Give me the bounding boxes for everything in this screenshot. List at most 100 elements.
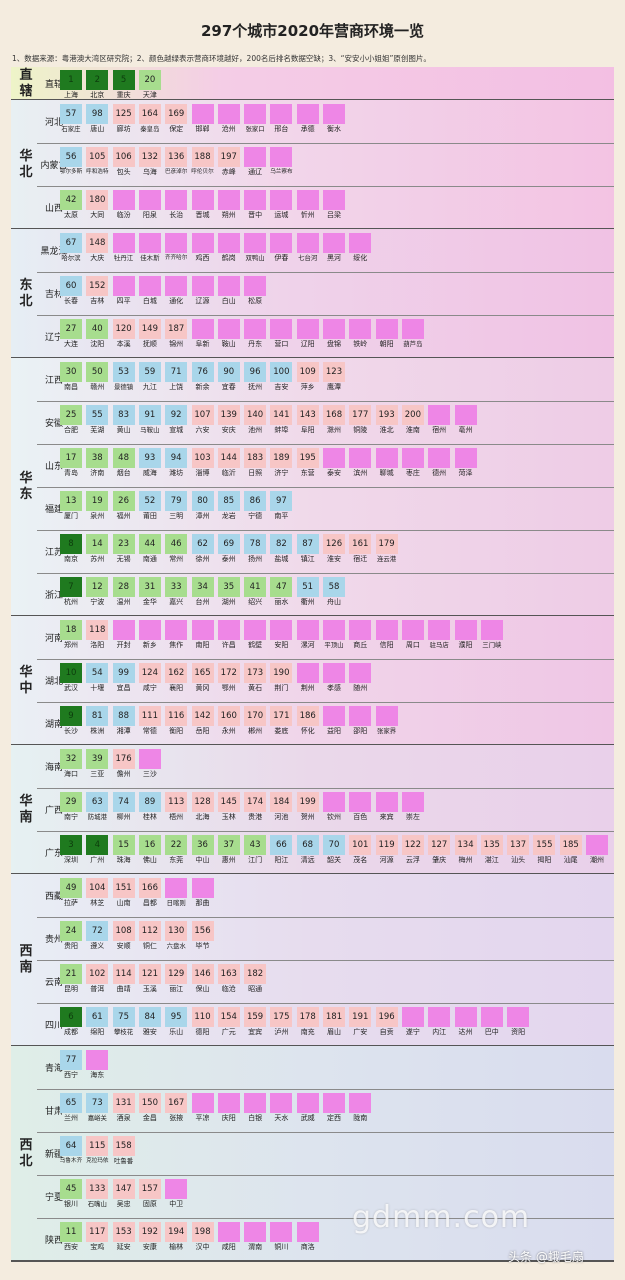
- city-cell: 铁岭: [349, 319, 372, 349]
- rank-box: 118: [86, 620, 109, 640]
- city-cell: 潮州: [586, 835, 608, 865]
- rank-box: [296, 1222, 319, 1242]
- rank-box: [349, 233, 372, 253]
- city-cell: 三沙: [138, 749, 161, 779]
- city-name: 海口: [64, 770, 78, 778]
- rank-box: 132: [138, 147, 161, 167]
- rank-box: 63: [86, 792, 109, 812]
- rank-box: [270, 190, 293, 210]
- city-cell: 113 梧州: [165, 792, 188, 822]
- rank-box: 107: [191, 405, 214, 425]
- city-cell: 商洛: [296, 1222, 319, 1252]
- city-name: 绵阳: [90, 1028, 105, 1036]
- city-cell: 107 六安: [191, 405, 214, 435]
- city-cell: 81 株洲: [86, 706, 109, 736]
- rank-box: 142: [191, 706, 214, 726]
- city-cell: 116 衡阳: [165, 706, 188, 736]
- rank-box: 1: [60, 70, 82, 90]
- city-name: 淄博: [195, 469, 210, 477]
- city-name: 黄冈: [195, 684, 210, 692]
- rank-box: 114: [112, 964, 135, 984]
- rank-box: [296, 233, 319, 253]
- rank-box: [349, 706, 372, 726]
- rank-box: 117: [86, 1222, 109, 1242]
- city-cell: 125 廊坊: [112, 104, 135, 134]
- rank-box: [244, 276, 267, 296]
- city-name: 克拉玛依: [86, 1158, 109, 1164]
- rank-box: 74: [112, 792, 135, 812]
- city-cell: 39 三亚: [86, 749, 109, 779]
- city-name: 焦作: [169, 641, 184, 649]
- city-name: 昭通: [248, 985, 263, 993]
- rank-box: 176: [112, 749, 135, 769]
- rank-box: 65: [60, 1093, 82, 1113]
- city-cell: 83 黄山: [112, 405, 135, 435]
- city-name: 达州: [458, 1028, 473, 1036]
- rank-box: 25: [60, 405, 82, 425]
- city-cell: 阜新: [191, 319, 214, 349]
- city-name: 宜宾: [248, 1028, 263, 1036]
- city-cell: 聊城: [375, 448, 398, 478]
- city-name: 嘉峪关: [87, 1114, 107, 1122]
- city-name: 上饶: [169, 383, 184, 391]
- rank-box: 195: [296, 448, 319, 468]
- city-name: 白城: [142, 297, 157, 305]
- city-name: 泰州: [221, 555, 236, 563]
- city-cell: 28 温州: [112, 577, 135, 607]
- rank-box: [165, 276, 188, 296]
- rank-box: 147: [112, 1179, 135, 1199]
- province-divider: [37, 487, 614, 488]
- city-name: 杭州: [64, 598, 78, 606]
- city-name: 通辽: [248, 168, 263, 176]
- province-divider: [37, 573, 614, 574]
- city-name: 延安: [116, 1243, 131, 1251]
- city-name: 营口: [274, 340, 289, 348]
- rank-box: 11: [60, 1222, 82, 1242]
- rank-box: [349, 319, 372, 339]
- city-name: 丽水: [274, 598, 289, 606]
- city-cell: 齐齐哈尔: [165, 233, 187, 263]
- city-name: 湛江: [484, 856, 499, 864]
- city-cell: 92 宣城: [165, 405, 188, 435]
- city-cell: 枣庄: [401, 448, 424, 478]
- city-name: 平凉: [195, 1114, 210, 1122]
- city-name: 安阳: [274, 641, 289, 649]
- city-name: 漳州: [195, 512, 210, 520]
- city-cell: 黑河: [323, 233, 345, 263]
- city-name: 深圳: [64, 856, 78, 864]
- city-cell: 100 吉安: [270, 362, 293, 392]
- city-name: 东营: [300, 469, 315, 477]
- city-name: 山南: [116, 899, 131, 907]
- city-cell: 17 青岛: [60, 448, 82, 478]
- rank-box: [138, 276, 161, 296]
- city-cell: 137 汕头: [507, 835, 530, 865]
- city-name: 徐州: [195, 555, 210, 563]
- city-name: 包头: [116, 168, 131, 176]
- province-name: 广西: [44, 806, 63, 816]
- city-cell: 达州: [454, 1007, 477, 1037]
- city-name: 沧州: [221, 125, 236, 133]
- city-cell: 191 广安: [349, 1007, 372, 1037]
- city-name: 乌海: [142, 168, 157, 176]
- city-cell: 126 淮安: [323, 534, 345, 564]
- city-name: 滨州: [353, 469, 368, 477]
- city-cell: 164 秦皇岛: [138, 104, 161, 134]
- city-name: 佛山: [142, 856, 157, 864]
- city-cell: 15 珠海: [112, 835, 135, 865]
- rank-box: [217, 620, 240, 640]
- city-name: 商丘: [353, 641, 368, 649]
- city-name: 西宁: [64, 1071, 78, 1079]
- city-cell: 91 马鞍山: [138, 405, 161, 435]
- rank-box: 64: [60, 1136, 82, 1156]
- city-name: 鹤壁: [248, 641, 263, 649]
- city-cell: 佳木斯: [138, 233, 161, 263]
- city-cell: 定西: [323, 1093, 345, 1123]
- rank-box: 68: [296, 835, 319, 855]
- city-name: 保定: [169, 125, 184, 133]
- city-cell: 75 攀枝花: [112, 1007, 135, 1037]
- city-cell: 鞍山: [217, 319, 240, 349]
- city-cell: 信阳: [375, 620, 398, 650]
- city-name: 信阳: [379, 641, 394, 649]
- city-name: 蚌埠: [274, 426, 289, 434]
- city-cell: 沧州: [217, 104, 240, 134]
